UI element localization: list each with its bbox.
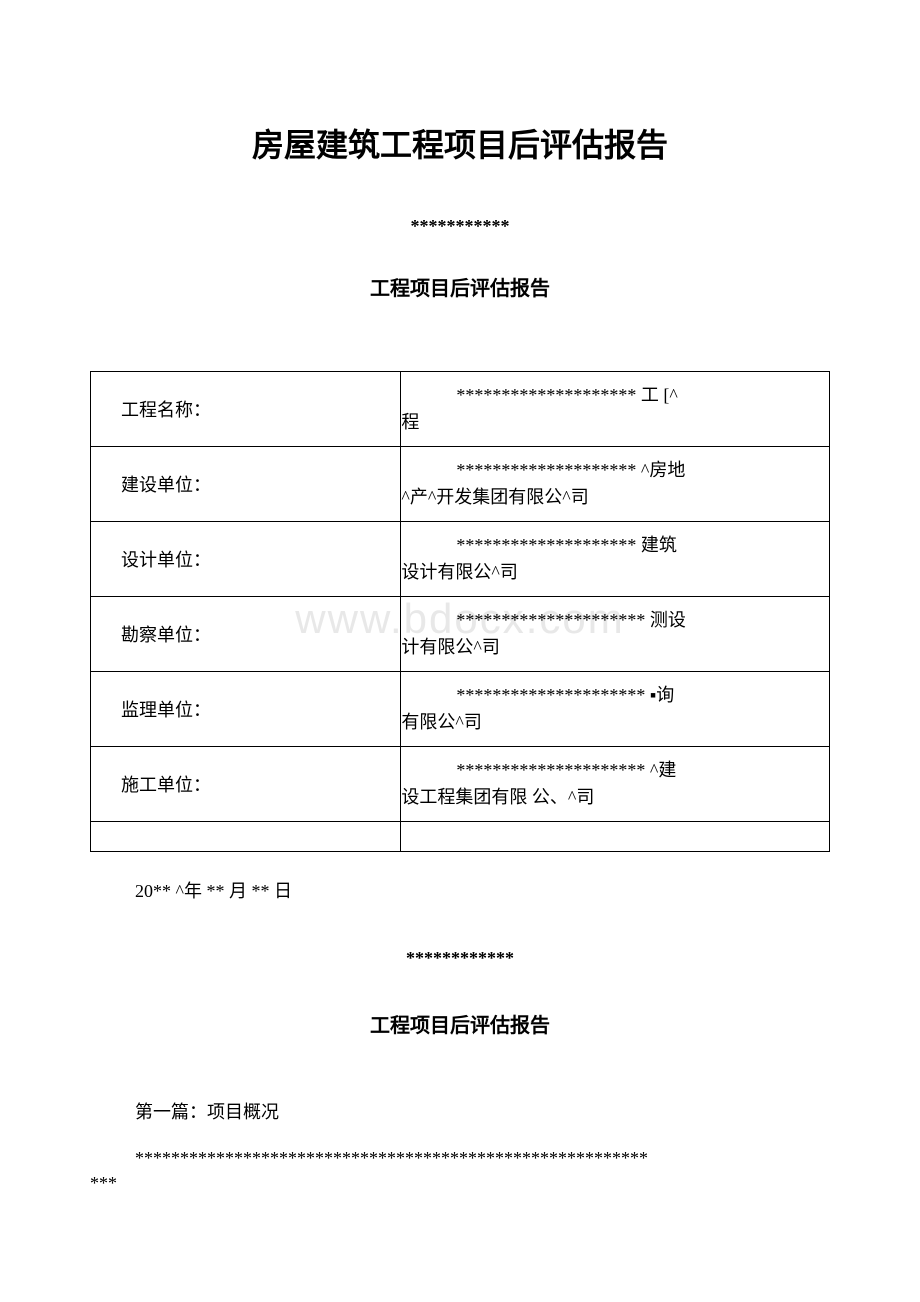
table-value-cell: ******************** 工 [^ 程 (401, 372, 830, 447)
body-asterisks-line-1: ****************************************… (90, 1144, 830, 1173)
sub-title-2: 工程项目后评估报告 (90, 1009, 830, 1038)
table-row: 建设单位： ******************** ^房地 ^产^开发集团有限… (91, 447, 830, 522)
date-line: 20** ^年 ** 月 ** 日 (90, 877, 830, 903)
sub-title-1: 工程项目后评估报告 (90, 272, 830, 301)
table-value-cell: ******************** ^房地 ^产^开发集团有限公^司 (401, 447, 830, 522)
empty-cell (91, 822, 401, 852)
value-suffix: 有限公^司 (401, 712, 481, 732)
table-label-cell: 设计单位： (91, 522, 401, 597)
table-row: 勘察单位： ********************* 测设 计有限公^司 (91, 597, 830, 672)
value-suffix: 设工程集团有限 公、^司 (401, 787, 594, 807)
table-label-cell: 勘察单位： (91, 597, 401, 672)
value-suffix: 程 (401, 412, 419, 432)
table-row: 施工单位： ********************* ^建 设工程集团有限 公… (91, 747, 830, 822)
value-prefix: ******************** 工 [^ (401, 382, 677, 409)
value-prefix: ********************* 测设 (401, 607, 686, 634)
value-suffix: 设计有限公^司 (401, 562, 517, 582)
value-suffix: ^产^开发集团有限公^司 (401, 487, 588, 507)
table-value-cell: ********************* ▪询 有限公^司 (401, 672, 830, 747)
value-suffix: 计有限公^司 (401, 637, 499, 657)
table-row: 监理单位： ********************* ▪询 有限公^司 (91, 672, 830, 747)
main-title: 房屋建筑工程项目后评估报告 (90, 120, 830, 166)
value-prefix: ******************** 建筑 (401, 532, 677, 559)
table-value-cell: ********************* 测设 计有限公^司 (401, 597, 830, 672)
table-label-cell: 施工单位： (91, 747, 401, 822)
empty-cell (401, 822, 830, 852)
table-row: 工程名称： ******************** 工 [^ 程 (91, 372, 830, 447)
value-prefix: ********************* ▪询 (401, 682, 674, 709)
value-prefix: ******************** ^房地 (401, 457, 685, 484)
value-prefix: ********************* ^建 (401, 757, 676, 784)
table-empty-row (91, 822, 830, 852)
table-label-cell: 监理单位： (91, 672, 401, 747)
table-row: 设计单位： ******************** 建筑 设计有限公^司 (91, 522, 830, 597)
table-label-cell: 工程名称： (91, 372, 401, 447)
project-info-table: 工程名称： ******************** 工 [^ 程 建设单位： … (90, 371, 830, 852)
asterisks-divider-2: ************ (90, 948, 830, 969)
table-value-cell: ******************** 建筑 设计有限公^司 (401, 522, 830, 597)
table-label-cell: 建设单位： (91, 447, 401, 522)
asterisks-divider-1: *********** (90, 216, 830, 237)
section-1-heading: 第一篇：项目概况 (90, 1098, 830, 1124)
body-asterisks-line-2: *** (90, 1173, 830, 1194)
table-value-cell: ********************* ^建 设工程集团有限 公、^司 (401, 747, 830, 822)
document-content: 房屋建筑工程项目后评估报告 *********** 工程项目后评估报告 工程名称… (90, 120, 830, 1194)
